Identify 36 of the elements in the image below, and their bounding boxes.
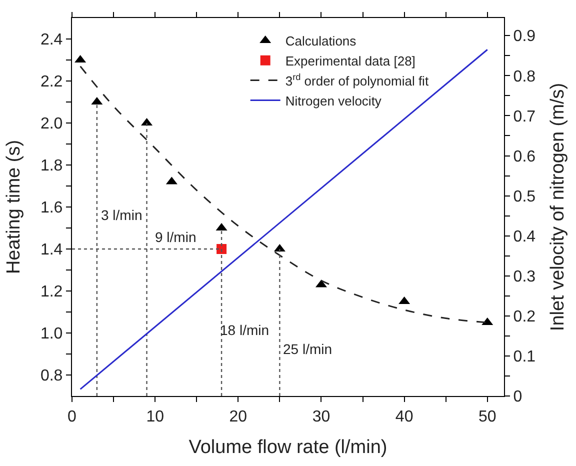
y2-tick-label: 0.7 (513, 108, 536, 126)
x-axis-title: Volume flow rate (l/min) (188, 437, 388, 458)
y2-tick-label: 0.8 (513, 68, 536, 86)
x-tick-label: 10 (146, 408, 164, 426)
legend-label: Nitrogen velocity (285, 93, 382, 108)
y-tick-label: 0.8 (40, 368, 63, 385)
y-tick-label: 1.4 (40, 242, 63, 259)
annotation: 25 l/min (283, 341, 332, 357)
x-tick-label: 40 (395, 408, 414, 426)
y2-tick-label: 0.5 (513, 188, 536, 206)
y2-tick-label: 0.2 (513, 308, 536, 326)
x-tick-label: 50 (478, 408, 496, 426)
y2-tick-label: 0 (513, 388, 522, 406)
x-tick-label: 30 (312, 408, 330, 426)
y-tick-label: 1.0 (40, 326, 63, 343)
x-tick-label: 0 (68, 408, 77, 426)
annotation: 3 l/min (101, 207, 142, 223)
x-tick-label: 20 (229, 408, 248, 426)
y-tick-label: 1.6 (40, 200, 63, 217)
y2-tick-label: 0.1 (513, 348, 536, 366)
y-tick-label: 2.4 (40, 32, 63, 49)
y-tick-label: 2.2 (40, 74, 63, 91)
annotation: 18 l/min (220, 322, 270, 338)
legend-label: Experimental data [28] (285, 53, 416, 68)
legend-label: 3$^{rd}$ order of polynomial fit (285, 72, 429, 88)
annotation: 9 l/min (155, 229, 196, 245)
y2-tick-label: 0.9 (513, 28, 536, 46)
y-tick-label: 1.2 (40, 284, 63, 301)
y2-tick-label: 0.6 (513, 148, 536, 166)
y-tick-label: 1.8 (40, 158, 63, 175)
legend-label: Calculations (285, 34, 357, 49)
y2-axis-title: Inlet velocity of nitrogen (m/s) (547, 82, 568, 332)
y-axis-title: Heating time (s) (3, 140, 24, 274)
y2-tick-label: 0.4 (513, 228, 536, 246)
y2-tick-label: 0.3 (513, 268, 536, 286)
y-tick-label: 2.0 (40, 116, 63, 133)
